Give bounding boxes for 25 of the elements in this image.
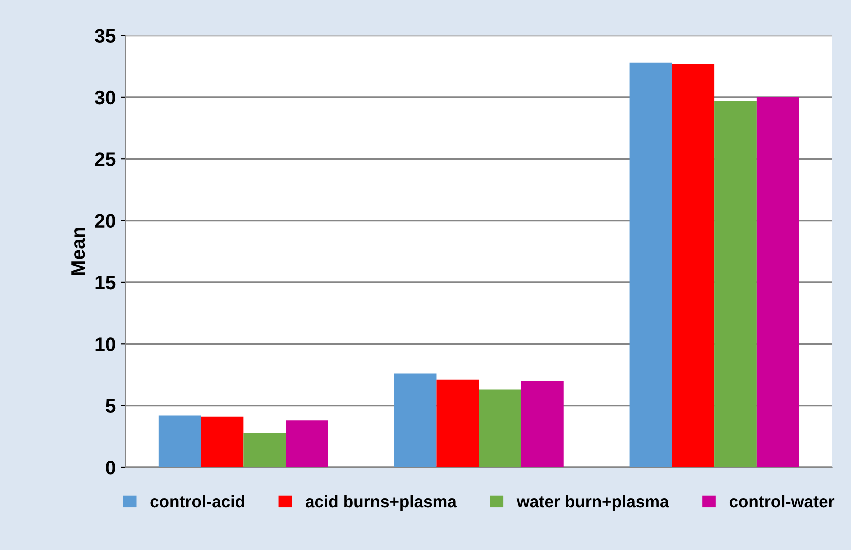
y-tick-label: 10 <box>96 338 116 352</box>
y-tick-label: 20 <box>95 214 116 228</box>
bar <box>394 374 437 468</box>
bar <box>286 420 328 468</box>
y-tick-label: 0 <box>106 460 116 475</box>
y-tick-label: 35 <box>95 29 116 44</box>
bar <box>756 97 800 468</box>
legend-label: control-acid <box>150 495 244 508</box>
bar <box>436 380 480 468</box>
bar <box>201 416 244 468</box>
bar <box>244 432 286 468</box>
bar <box>521 381 564 468</box>
bar <box>158 416 202 468</box>
y-tick-label: 30 <box>95 90 116 105</box>
legend-label: acid burns+plasma <box>306 495 458 511</box>
bar <box>479 390 522 468</box>
legend-label: control-water <box>730 495 835 508</box>
y-tick-label: 15 <box>96 276 116 290</box>
y-tick-label: 5 <box>106 399 116 414</box>
bar <box>630 62 672 468</box>
bar <box>672 64 715 468</box>
y-axis-title: Mean <box>72 228 86 276</box>
legend-label: water burn+plasma <box>516 495 670 511</box>
bar <box>714 101 757 468</box>
y-tick-label: 25 <box>95 152 116 166</box>
